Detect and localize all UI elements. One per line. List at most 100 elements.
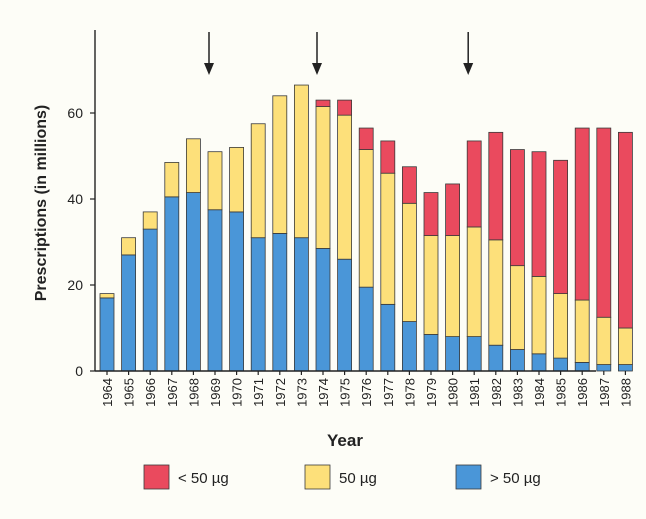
x-tick-label-1977: 1977	[381, 378, 396, 407]
bar-1972-series-0	[272, 232, 288, 372]
bar-1983-series-0	[509, 349, 525, 372]
bar-1979-series-1	[423, 235, 439, 335]
x-tick-label-1972: 1972	[273, 378, 288, 407]
x-tick-label-1985: 1985	[554, 378, 569, 407]
legend-swatch	[455, 464, 482, 490]
bar-1985-series-0	[553, 357, 568, 372]
bar-1979-series-2	[423, 192, 439, 236]
bar-1983-series-1	[509, 265, 525, 350]
bar-1984-series-2	[531, 151, 547, 277]
x-tick-label-1965: 1965	[122, 378, 137, 407]
bar-1972-series-1	[272, 95, 288, 234]
x-tick-label-1982: 1982	[489, 378, 504, 407]
axes-layer	[94, 30, 596, 372]
x-tick-label-1971: 1971	[251, 378, 266, 407]
bar-1986-series-0	[574, 361, 590, 372]
bar-1977-series-1	[380, 172, 396, 305]
bar-1985-series-1	[553, 293, 568, 359]
legend: < 50 µg 50 µg > 50 µg	[143, 464, 541, 490]
bar-1971-series-1	[250, 123, 266, 239]
bar-1971-series-0	[250, 237, 266, 372]
x-tick-label-1976: 1976	[359, 378, 374, 407]
x-tick-label-1987: 1987	[597, 378, 612, 407]
bar-1982-series-1	[488, 239, 504, 346]
bar-1988-series-1	[618, 327, 633, 365]
bar-1976-series-2	[358, 127, 374, 150]
bar-1974-series-0	[315, 248, 331, 372]
bar-1987-series-0	[596, 364, 612, 372]
bar-1973-series-0	[293, 237, 309, 372]
bar-1976-series-0	[358, 286, 374, 372]
bar-1976-series-1	[358, 149, 374, 288]
bar-1977-series-2	[380, 140, 396, 174]
bar-1969-series-1	[207, 151, 223, 211]
x-tick-label-1988: 1988	[618, 378, 633, 407]
bar-1982-series-2	[488, 131, 504, 241]
bar-1970-series-1	[229, 146, 245, 213]
bar-1981-series-0	[466, 336, 482, 372]
x-tick-label-1967: 1967	[165, 378, 180, 407]
bar-1965-series-1	[121, 237, 136, 256]
bar-1974-series-2	[315, 99, 331, 107]
x-tick-label-1968: 1968	[186, 378, 201, 407]
bar-1985-series-2	[553, 159, 568, 295]
bar-1977-series-0	[380, 303, 396, 372]
down-arrow-icon	[312, 63, 322, 75]
x-tick-label-1966: 1966	[143, 378, 158, 407]
bar-1980-series-2	[445, 183, 461, 236]
down-arrow-icon	[204, 63, 214, 75]
bar-1983-series-2	[509, 149, 525, 267]
x-tick-label-1980: 1980	[446, 378, 461, 407]
x-ticks: 1964 1965 1966 1967 1968 1969 1970 1971 1972 1973…	[100, 371, 633, 407]
bar-1967-series-1	[164, 162, 180, 198]
bar-1981-series-1	[466, 226, 482, 337]
bar-1982-series-0	[488, 344, 504, 372]
bar-1986-series-1	[574, 299, 590, 363]
x-tick-label-1975: 1975	[338, 378, 353, 407]
y-tick-label: 0	[75, 363, 83, 379]
y-tick-label: 20	[67, 277, 83, 293]
x-tick-label-1974: 1974	[316, 378, 331, 407]
bar-1967-series-0	[164, 196, 180, 372]
x-tick-label-1981: 1981	[467, 378, 482, 407]
bar-1975-series-1	[337, 114, 353, 260]
bar-1984-series-1	[531, 275, 547, 355]
bar-1968-series-1	[185, 138, 201, 193]
bar-1984-series-0	[531, 353, 547, 372]
bar-1987-series-2	[596, 127, 612, 318]
x-tick-label-1983: 1983	[510, 378, 525, 407]
x-tick-label-1978: 1978	[402, 378, 417, 407]
down-arrow-icon	[463, 63, 474, 75]
x-tick-label-1969: 1969	[208, 378, 223, 407]
legend-label: 50 µg	[339, 470, 377, 487]
bar-1964-series-1	[99, 293, 115, 299]
bar-1966-series-0	[142, 228, 158, 372]
bar-1974-series-1	[315, 106, 331, 249]
y-tick-label: 60	[67, 105, 83, 121]
legend-label: > 50 µg	[490, 470, 541, 487]
bar-1978-series-1	[401, 202, 417, 322]
x-tick-label-1984: 1984	[532, 378, 547, 407]
y-tick-label: 40	[67, 191, 83, 207]
bar-1965-series-0	[121, 254, 136, 372]
bar-1969-series-0	[207, 209, 223, 372]
x-tick-label-1964: 1964	[100, 378, 115, 407]
x-tick-label-1973: 1973	[294, 378, 309, 407]
bar-1968-series-0	[185, 192, 201, 372]
bar-1980-series-0	[445, 336, 461, 372]
legend-swatch	[143, 464, 170, 490]
arrow-markers	[204, 32, 474, 75]
bar-1988-series-0	[618, 364, 633, 372]
bar-1981-series-2	[466, 140, 482, 228]
bar-1975-series-0	[337, 258, 353, 372]
bar-1979-series-0	[423, 334, 439, 372]
bar-1975-series-2	[337, 99, 353, 116]
legend-label: < 50 µg	[178, 470, 229, 487]
legend-swatch	[304, 464, 331, 490]
y-ticks: 0 20 40 60	[67, 105, 95, 379]
x-tick-label-1986: 1986	[575, 378, 590, 407]
bar-1973-series-1	[293, 84, 309, 239]
bar-1978-series-2	[401, 166, 417, 204]
